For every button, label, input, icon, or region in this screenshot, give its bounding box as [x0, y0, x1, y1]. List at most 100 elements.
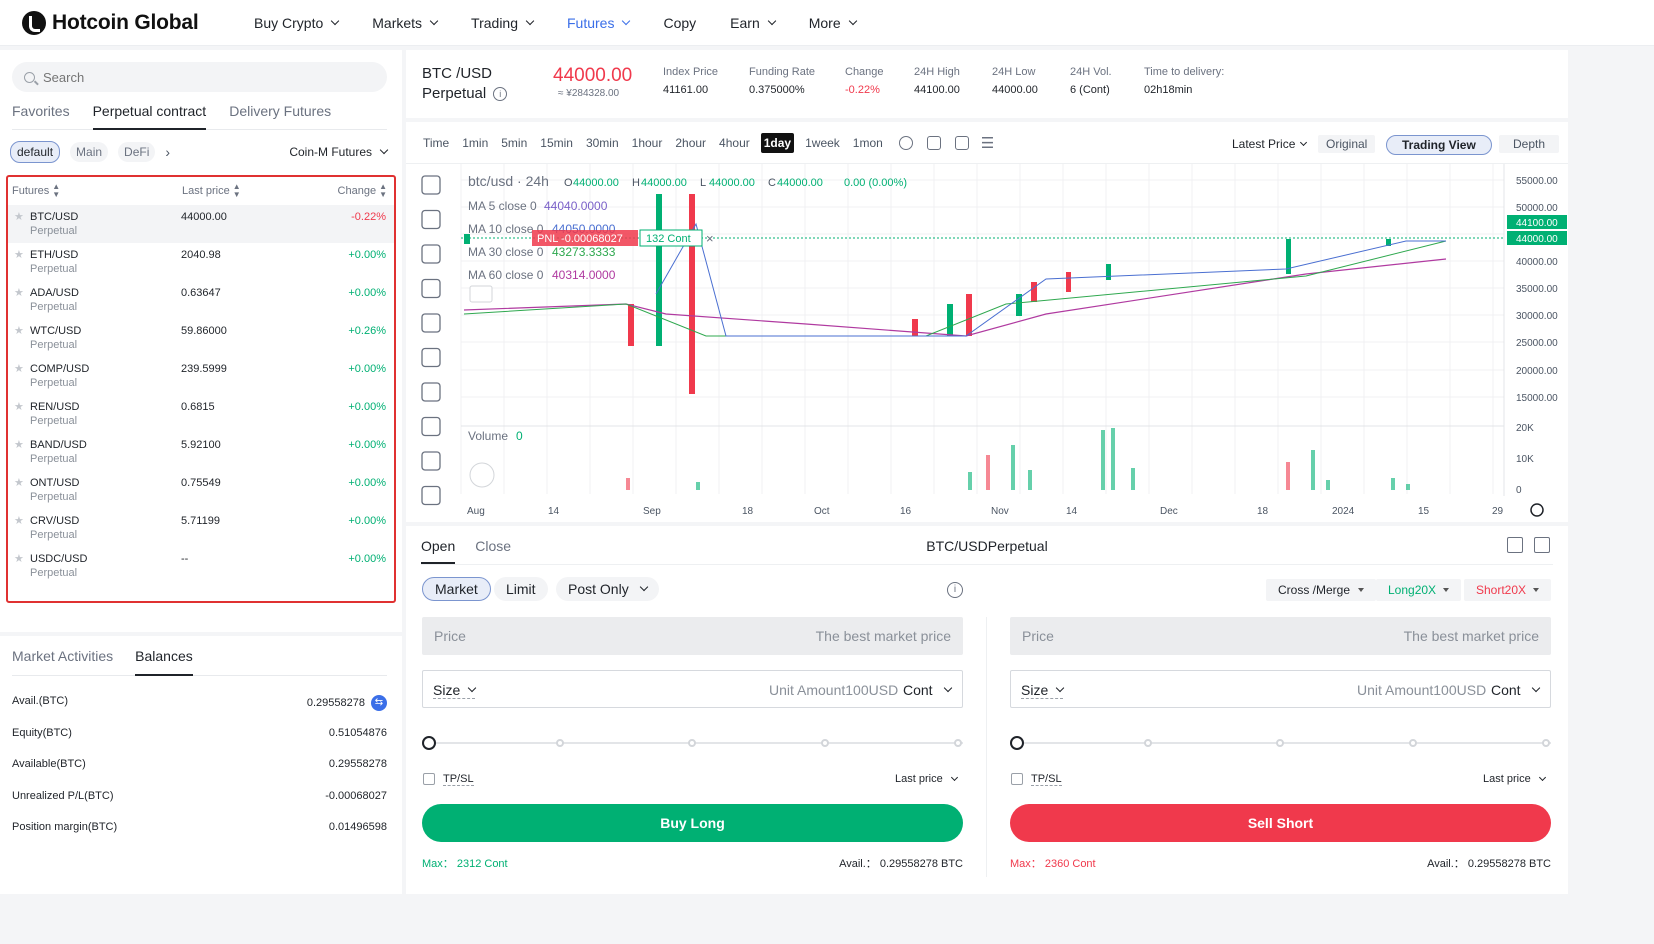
star-icon[interactable]: ★: [14, 515, 24, 527]
nav-buy-crypto[interactable]: Buy Crypto: [254, 15, 340, 31]
view-original[interactable]: Original: [1318, 135, 1376, 153]
sell-trigger-dropdown[interactable]: Last price: [1483, 773, 1546, 785]
short-leverage-dropdown[interactable]: Short20X: [1464, 579, 1552, 601]
star-icon[interactable]: ★: [14, 477, 24, 489]
timeframe-1day[interactable]: 1day: [760, 132, 795, 153]
col-change[interactable]: Change ▲ ▼: [338, 183, 387, 199]
fib-icon[interactable]: [421, 244, 441, 264]
timeframe-5min[interactable]: 5min: [501, 135, 528, 150]
brush-icon[interactable]: [421, 278, 441, 299]
timeframe-30min[interactable]: 30min: [585, 135, 619, 150]
futures-row[interactable]: ★ WTC/USD Perpetual 59.86000 +0.26%: [8, 319, 394, 357]
buy-size-field[interactable]: Size Unit Amount100USD Cont: [422, 670, 963, 708]
tab-favorites[interactable]: Favorites: [12, 103, 70, 119]
slider-step[interactable]: [1542, 739, 1550, 747]
view-depth[interactable]: Depth: [1499, 135, 1560, 153]
menu-icon[interactable]: ☰: [980, 134, 995, 152]
star-icon[interactable]: ★: [14, 401, 24, 413]
pnl-tag[interactable]: [532, 230, 638, 246]
col-last-price[interactable]: Last price ▲ ▼: [182, 183, 322, 199]
order-type-market[interactable]: Market: [422, 577, 491, 601]
calculator-icon[interactable]: [1507, 537, 1523, 553]
brand-logo[interactable]: Hotcoin Global: [22, 10, 254, 35]
sell-size-slider[interactable]: [1010, 736, 1551, 750]
slider-handle[interactable]: [422, 736, 436, 750]
tab-close[interactable]: Close: [475, 538, 512, 554]
transfer-icon[interactable]: ⇆: [371, 695, 387, 711]
timeframe-time[interactable]: Time: [423, 135, 450, 150]
measure-icon[interactable]: [421, 382, 441, 402]
ruler-icon[interactable]: [421, 451, 441, 471]
indicator-icon[interactable]: [926, 135, 941, 150]
slider-handle[interactable]: [1010, 736, 1024, 750]
price-chart[interactable]: 55000.0050000.0045000.0040000.0035000.00…: [406, 164, 1568, 522]
search-input[interactable]: [43, 69, 343, 85]
price-source-dropdown[interactable]: Latest Price: [1224, 135, 1314, 153]
collapse-icon[interactable]: [469, 285, 493, 303]
timeframe-1min[interactable]: 1min: [462, 135, 489, 150]
sell-unit-dropdown[interactable]: Cont: [1491, 682, 1540, 698]
star-icon[interactable]: ★: [14, 325, 24, 337]
slider-step[interactable]: [954, 739, 962, 747]
star-icon[interactable]: ★: [14, 287, 24, 299]
fullscreen-icon[interactable]: [954, 135, 969, 150]
nav-more[interactable]: More: [809, 15, 857, 31]
emoji-icon[interactable]: [421, 416, 441, 437]
buy-size-slider[interactable]: [422, 736, 963, 750]
futures-row[interactable]: ★ ONT/USD Perpetual 0.75549 +0.00%: [8, 471, 394, 509]
buy-price-field[interactable]: Price The best market price: [422, 617, 963, 655]
timeframe-15min[interactable]: 15min: [540, 135, 573, 150]
tradingview-logo-icon[interactable]: [469, 462, 495, 488]
buy-size-selector[interactable]: Size: [433, 682, 477, 699]
star-icon[interactable]: ★: [14, 439, 24, 451]
sell-size-field[interactable]: Size Unit Amount100USD Cont: [1010, 670, 1551, 708]
buy-trigger-dropdown[interactable]: Last price: [895, 773, 958, 785]
text-icon[interactable]: [421, 313, 441, 333]
futures-row[interactable]: ★ ETH/USD Perpetual 2040.98 +0.00%: [8, 243, 394, 281]
timeframe-1mon[interactable]: 1mon: [852, 135, 883, 150]
futures-row[interactable]: ★ COMP/USD Perpetual 239.5999 +0.00%: [8, 357, 394, 395]
sell-short-button[interactable]: Sell Short: [1010, 804, 1551, 842]
tab-perpetual-contract[interactable]: Perpetual contract: [92, 103, 207, 130]
nav-copy[interactable]: Copy: [663, 15, 696, 31]
chart-settings-icon[interactable]: [1530, 503, 1544, 517]
settings-icon[interactable]: [898, 135, 913, 150]
slider-step[interactable]: [821, 739, 829, 747]
nav-trading[interactable]: Trading: [471, 15, 535, 31]
chip-main[interactable]: Main: [70, 142, 109, 162]
star-icon[interactable]: ★: [14, 249, 24, 261]
timeframe-1hour[interactable]: 1hour: [631, 135, 663, 150]
search-box[interactable]: [12, 62, 387, 92]
star-icon[interactable]: ★: [14, 553, 24, 565]
order-type-limit[interactable]: Limit: [494, 577, 548, 601]
nav-futures[interactable]: Futures: [567, 15, 631, 31]
chip-defi[interactable]: DeFi: [118, 142, 156, 162]
long-leverage-dropdown[interactable]: Long20X: [1376, 579, 1462, 601]
tab-open[interactable]: Open: [421, 538, 456, 564]
timeframe-1week[interactable]: 1week: [805, 135, 840, 150]
slider-step[interactable]: [556, 739, 564, 747]
timeframe-2hour[interactable]: 2hour: [675, 135, 707, 150]
crosshair-icon[interactable]: [421, 175, 441, 195]
tab-delivery-futures[interactable]: Delivery Futures: [229, 103, 332, 119]
nav-earn[interactable]: Earn: [730, 15, 776, 31]
futures-row[interactable]: ★ USDC/USD Perpetual -- +0.00%: [8, 547, 394, 585]
slider-step[interactable]: [1144, 739, 1152, 747]
buy-tpsl-checkbox[interactable]: [423, 773, 435, 785]
tab-balances[interactable]: Balances: [135, 648, 193, 676]
slider-step[interactable]: [1276, 739, 1284, 747]
pattern-icon[interactable]: [421, 347, 441, 368]
col-futures[interactable]: Futures ▲ ▼: [12, 183, 182, 199]
view-trading-view[interactable]: Trading View: [1386, 135, 1492, 155]
coin-filter-dropdown[interactable]: Coin-M Futures: [289, 145, 389, 159]
sell-price-field[interactable]: Price The best market price: [1010, 617, 1551, 655]
chip-default[interactable]: default: [10, 141, 61, 163]
futures-row[interactable]: ★ ADA/USD Perpetual 0.63647 +0.00%: [8, 281, 394, 319]
buy-long-button[interactable]: Buy Long: [422, 804, 963, 842]
order-type-post-only[interactable]: Post Only: [556, 577, 659, 601]
sell-size-selector[interactable]: Size: [1021, 682, 1065, 699]
percent-icon[interactable]: [1534, 537, 1550, 553]
zoom-icon[interactable]: [421, 485, 441, 506]
close-icon[interactable]: ×: [706, 231, 714, 246]
info-icon[interactable]: i: [947, 582, 963, 598]
